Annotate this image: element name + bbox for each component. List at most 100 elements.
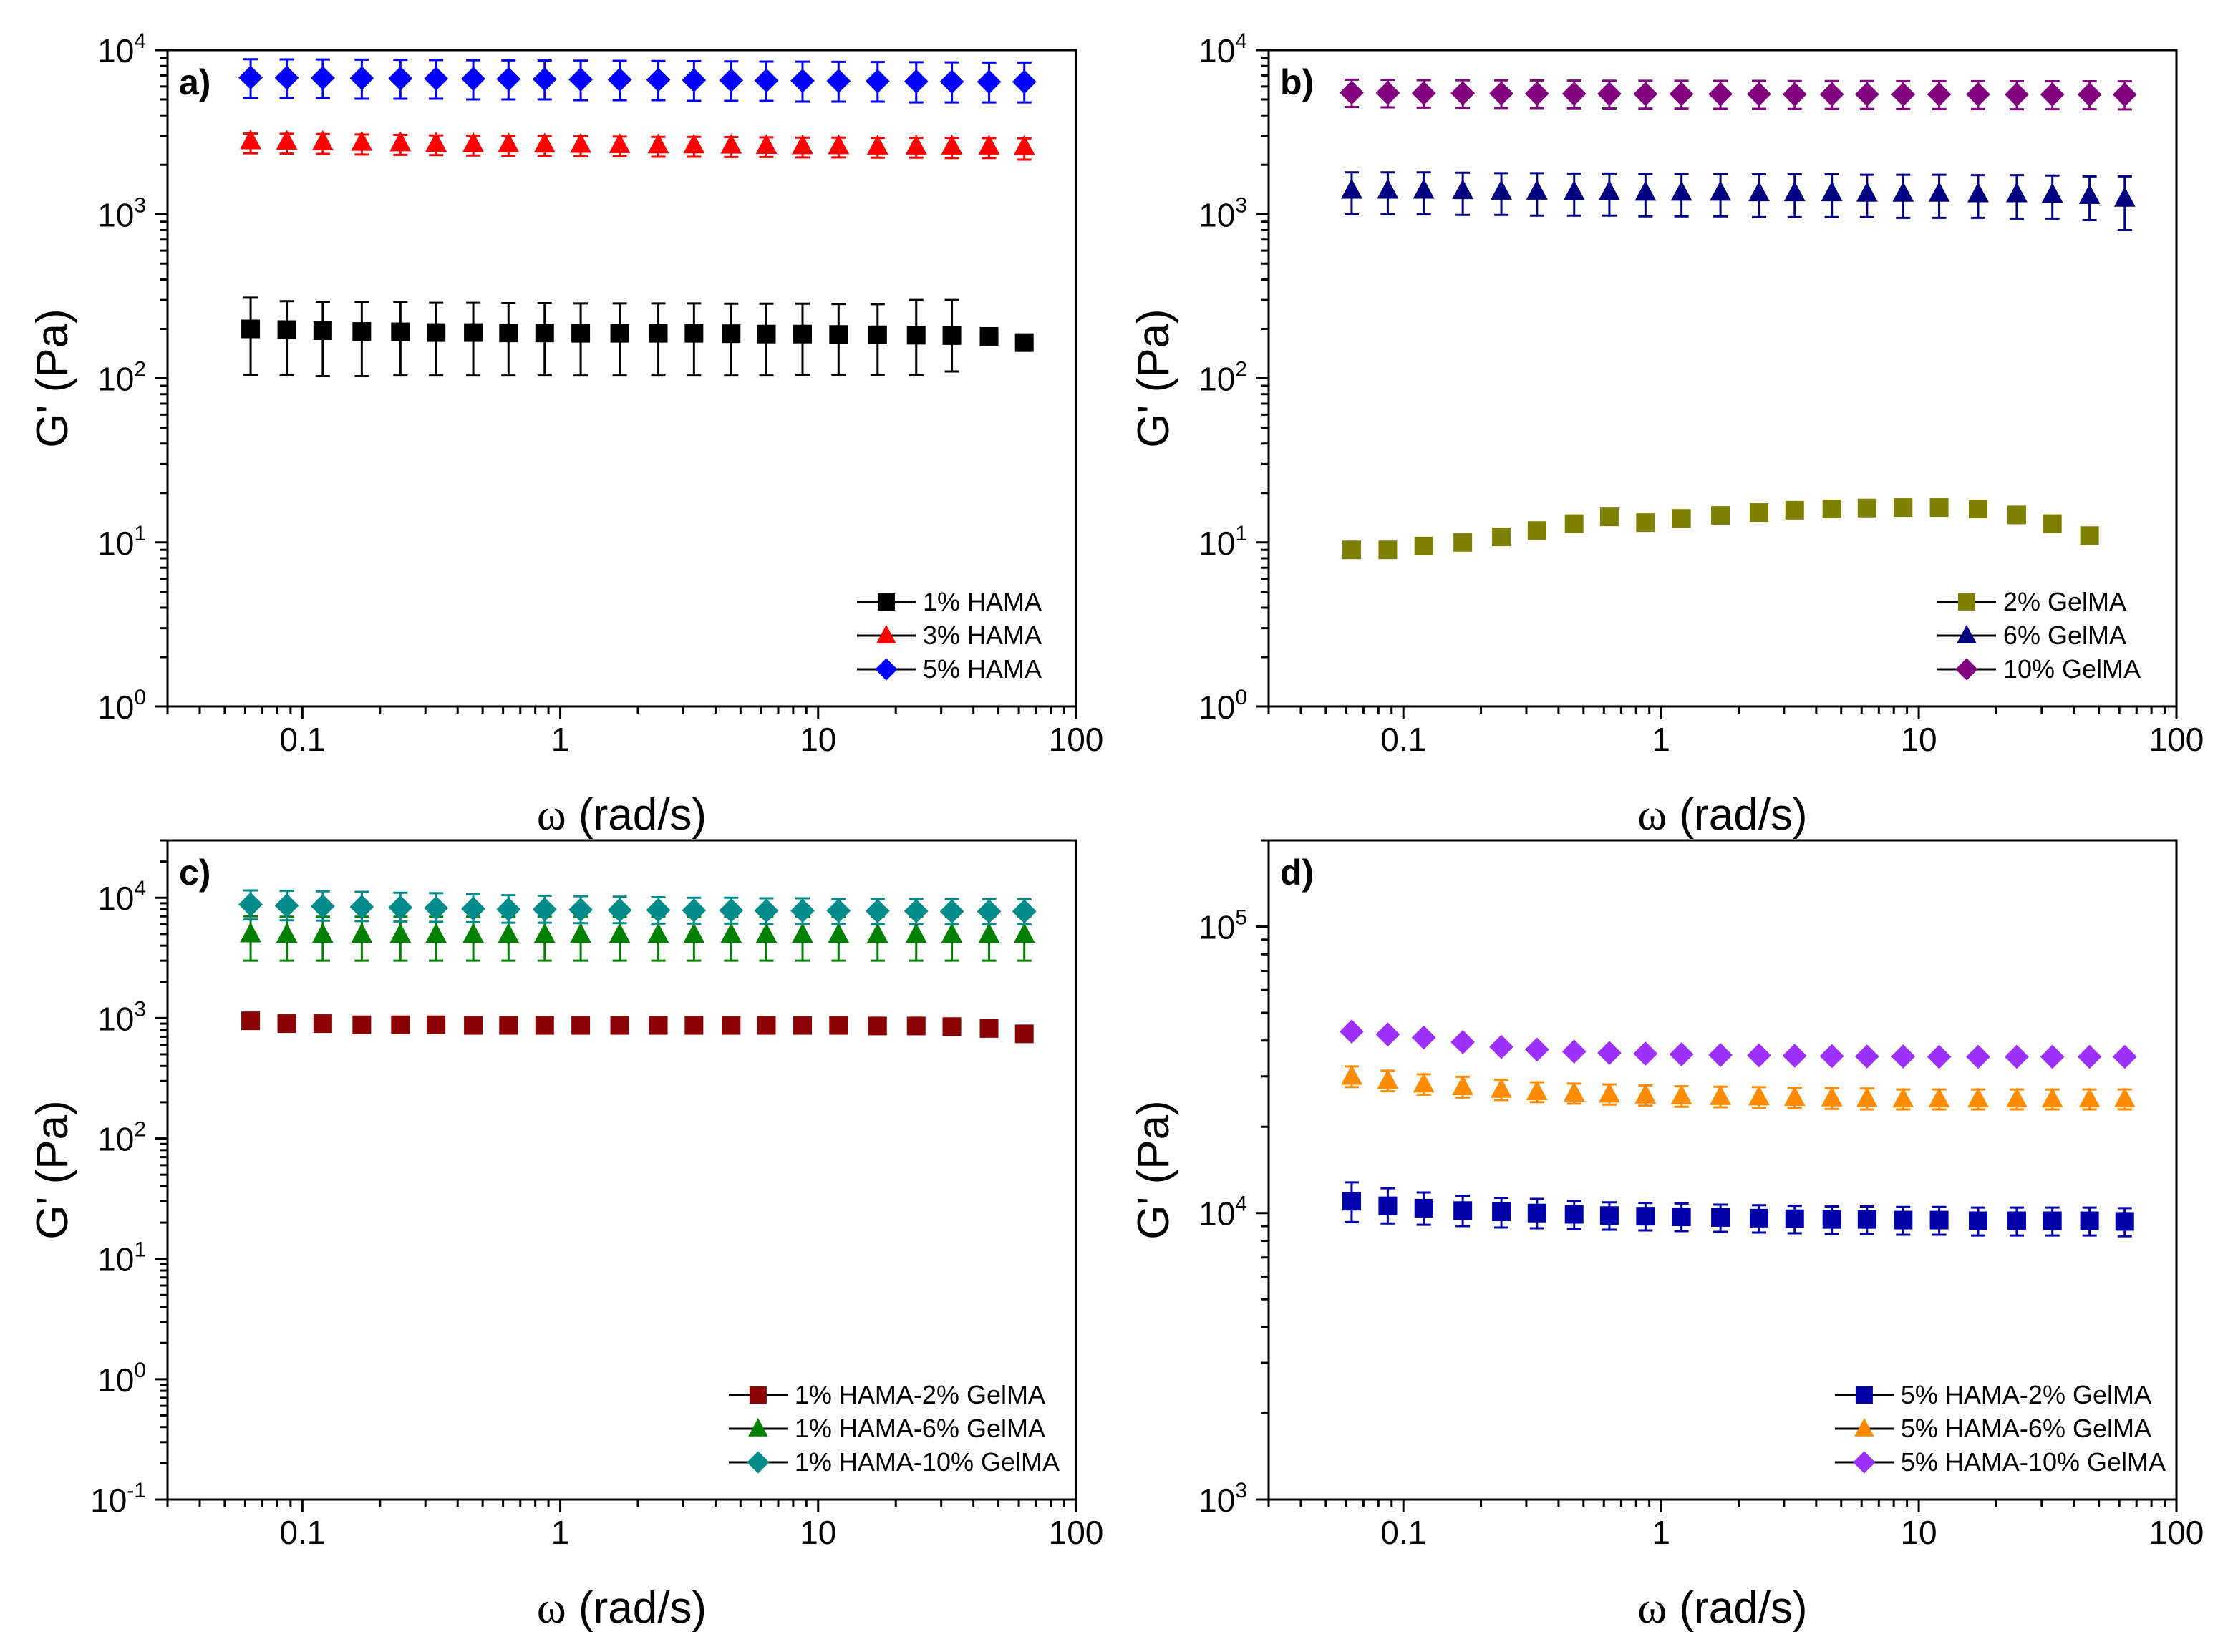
data-point (906, 326, 926, 345)
data-point (2041, 1087, 2063, 1108)
data-point (1929, 498, 1949, 518)
data-point (1966, 1044, 1990, 1069)
data-point (1856, 181, 1878, 202)
data-point (1710, 180, 1732, 201)
y-tick-label: 102 (97, 1118, 146, 1158)
data-point (1013, 135, 1035, 155)
data-point (828, 134, 850, 155)
data-point (1856, 1087, 1878, 1107)
legend-marker (749, 1386, 767, 1404)
x-axis-label: ω (rad/s) (1637, 1583, 1807, 1633)
data-point (2005, 1087, 2028, 1108)
data-point (1928, 181, 1950, 202)
data-point (427, 1015, 446, 1034)
y-tick-label: 103 (97, 193, 146, 233)
legend-label: 2% GelMA (2003, 587, 2126, 616)
data-point (352, 1015, 372, 1034)
data-point (1527, 521, 1546, 540)
legend-item: 1% HAMA-6% GelMA (728, 1414, 1045, 1443)
data-point (826, 69, 851, 94)
series-1-hama (241, 296, 1034, 378)
data-point (1375, 80, 1400, 105)
y-tick-label: 104 (1198, 1192, 1247, 1233)
legend-marker (747, 1451, 770, 1474)
data-point (754, 68, 779, 93)
data-point (646, 898, 671, 923)
data-point (1747, 1043, 1771, 1068)
y-tick-label: 101 (97, 522, 146, 562)
data-point (684, 324, 704, 343)
data-point (1857, 1210, 1876, 1229)
x-tick-label: 0.1 (279, 1514, 325, 1551)
legend-marker (1957, 625, 1977, 643)
legend: 5% HAMA-2% GelMA 5% HAMA-6% GelMA 5% HAMA-… (1834, 1380, 2166, 1477)
data-point (313, 321, 332, 341)
panel-label: b) (1280, 62, 1314, 102)
data-point (496, 67, 521, 92)
legend-label: 5% HAMA-10% GelMA (1901, 1447, 2166, 1477)
x-axis-label: ω (rad/s) (537, 1583, 707, 1633)
x-tick-label: 10 (1900, 1514, 1937, 1551)
data-point (682, 68, 707, 92)
y-tick-label: 104 (97, 877, 146, 917)
x-tick-label: 10 (800, 721, 836, 758)
data-point (425, 132, 447, 152)
plot-frame (166, 49, 1077, 708)
panel-label: c) (179, 852, 210, 893)
data-point (389, 131, 412, 152)
data-point (1857, 498, 1876, 518)
data-point (461, 896, 485, 921)
data-point (1747, 82, 1771, 107)
data-point (1672, 1208, 1691, 1227)
data-point (1377, 178, 1399, 199)
data-point (1819, 1044, 1844, 1069)
data-point (684, 1016, 704, 1035)
data-point (2005, 82, 2029, 107)
legend-marker (1854, 1418, 1874, 1437)
data-point (311, 130, 334, 150)
data-point (755, 923, 778, 943)
data-point (792, 923, 813, 943)
data-point (754, 898, 779, 923)
data-point (609, 132, 631, 153)
data-point (1341, 1064, 1362, 1085)
data-point (241, 319, 261, 339)
data-point (978, 923, 1000, 943)
data-point (1670, 180, 1692, 201)
data-point (1749, 1208, 1768, 1228)
data-point (792, 134, 813, 155)
legend-item: 5% HAMA-10% GelMA (1834, 1447, 2166, 1477)
data-point (1411, 81, 1436, 106)
data-point (1633, 1041, 1658, 1066)
legend-item: 6% GelMA (1937, 621, 2126, 650)
data-point (2007, 505, 2026, 525)
data-point (389, 923, 412, 943)
series-3-hama (240, 129, 1035, 161)
data-point (941, 134, 963, 155)
data-point (1783, 1086, 1806, 1107)
data-point (1822, 499, 1841, 518)
data-point (1452, 179, 1474, 200)
data-point (1561, 1039, 1587, 1064)
legend: 1% HAMA-2% GelMA 1% HAMA-6% GelMA 1% HAMA-… (728, 1380, 1060, 1477)
legend-label: 1% HAMA (923, 587, 1042, 616)
data-point (793, 1016, 812, 1035)
data-point (866, 134, 888, 155)
data-point (939, 899, 964, 924)
data-point (610, 1016, 629, 1035)
data-point (720, 923, 742, 943)
data-point (719, 898, 744, 923)
legend-label: 10% GelMA (2003, 654, 2141, 684)
y-axis-label: G' (Pa) (1129, 1100, 1178, 1239)
series-6-gelma (1341, 171, 2136, 231)
data-point (720, 133, 742, 154)
data-point (2040, 1044, 2065, 1069)
legend-label: 5% HAMA (923, 654, 1042, 684)
data-point (1377, 1069, 1399, 1089)
data-point (1342, 1192, 1361, 1211)
legend-label: 3% HAMA (923, 621, 1042, 650)
data-point (978, 134, 1000, 155)
panel-b: 0.1 1 10 100 100 101 102 103 104 b) ω (rad/s) G' (P… (1129, 29, 2204, 840)
data-point (1341, 178, 1362, 199)
legend-marker (1955, 658, 1978, 681)
